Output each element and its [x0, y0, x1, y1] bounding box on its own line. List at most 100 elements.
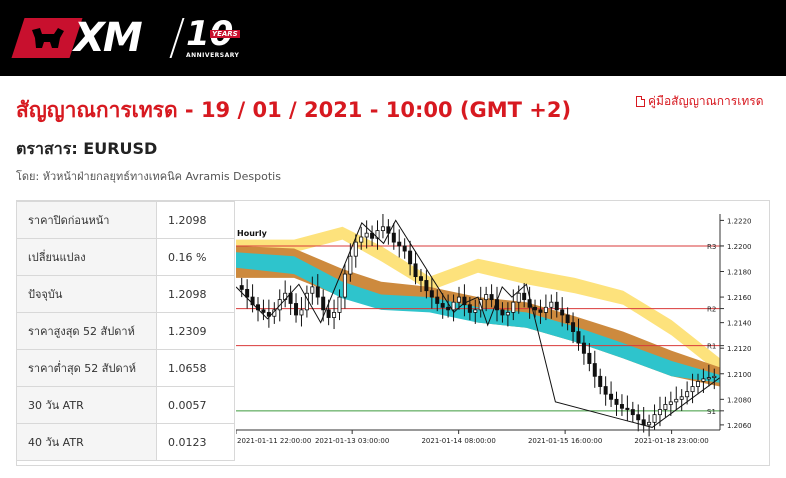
candle-body — [663, 404, 668, 410]
candle-body — [418, 276, 423, 281]
candle-body — [489, 294, 494, 301]
candle-body — [239, 285, 244, 290]
candle-body — [348, 255, 353, 275]
stat-value: 0.0057 — [156, 386, 235, 424]
price-axis: 1.2220 1.2200 1.2180 1.2160 1.2140 1.2120 1.21… — [720, 217, 752, 430]
stat-value: 1.2098 — [156, 275, 235, 313]
anniversary-years: YEARS — [210, 30, 240, 38]
candle-body — [380, 226, 385, 232]
zigzag-line — [236, 219, 721, 428]
candle-body — [712, 375, 717, 378]
anniversary-label: ANNIVERSARY — [186, 52, 240, 59]
bull-icon — [32, 28, 64, 48]
candle-body — [657, 409, 662, 416]
candle-body — [533, 306, 538, 311]
candle-body — [250, 296, 255, 306]
band-outer — [236, 226, 720, 374]
stat-label: 40 วัน ATR — [16, 423, 157, 461]
stat-label: ราคาปิดก่อนหน้า — [16, 201, 157, 239]
candle-body — [619, 404, 624, 409]
indicator-bands — [236, 226, 720, 387]
stats-row: ราคาปิดก่อนหน้า 1.2098 — [16, 201, 235, 239]
site-header: XM 10 YEARS ANNIVERSARY — [0, 0, 786, 76]
price-tick-label: 1.2100 — [727, 371, 752, 379]
candle-body — [500, 309, 505, 316]
time-tick-label: 2021-01-18 23:00:00 — [634, 437, 708, 445]
level-label-s1: S1 — [707, 408, 716, 416]
candle-body — [337, 296, 342, 313]
candle-body — [522, 292, 527, 301]
candle-body — [636, 414, 641, 421]
timeframe-label: Hourly — [237, 229, 268, 238]
price-tick-label: 1.2080 — [727, 396, 752, 404]
candle-body — [581, 342, 586, 354]
candle-body — [592, 363, 597, 377]
candle-body — [397, 241, 402, 247]
stat-label: ราคาต่ำสุด 52 สัปดาห์ — [16, 349, 157, 387]
candle-body — [435, 296, 440, 304]
stats-row: 40 วัน ATR 0.0123 — [16, 423, 235, 461]
candle-body — [549, 301, 554, 308]
candle-body — [690, 386, 695, 393]
candle-body — [625, 407, 630, 410]
price-tick-label: 1.2060 — [727, 422, 752, 430]
stat-label: เปลี่ยนแปลง — [16, 238, 157, 276]
candle-body — [326, 309, 331, 318]
logo-wordmark: XM — [74, 15, 143, 61]
candle-body — [364, 232, 369, 238]
candle-body — [565, 314, 570, 324]
candle-body — [576, 331, 581, 344]
candle-body — [353, 241, 358, 257]
time-tick-label: 2021-01-13 03:00:00 — [315, 437, 389, 445]
stats-row: 30 วัน ATR 0.0057 — [16, 386, 235, 424]
candle-body — [261, 309, 266, 313]
candle-body — [630, 409, 635, 416]
candle-body — [456, 296, 461, 303]
candle-body — [647, 421, 652, 426]
time-tick-label: 2021-01-15 16:00:00 — [528, 437, 602, 445]
support-resistance-levels: R3 R2 R1 S1 — [236, 243, 724, 416]
candle-body — [701, 378, 706, 382]
price-tick-label: 1.2220 — [727, 217, 752, 225]
price-tick-label: 1.2120 — [727, 345, 752, 353]
candle-body — [587, 352, 592, 364]
price-tick-label: 1.2200 — [727, 243, 752, 251]
candle-body — [342, 273, 347, 298]
stat-label: ปัจจุบัน — [16, 275, 157, 313]
price-tick-label: 1.2180 — [727, 269, 752, 277]
candle-body — [641, 419, 646, 426]
candle-body — [695, 381, 700, 387]
stat-value: 1.0658 — [156, 349, 235, 387]
candle-body — [266, 312, 271, 317]
trading-signals-guide-link[interactable]: คู่มือสัญญาณการเทรด — [636, 92, 764, 111]
candle-body — [429, 290, 434, 298]
candle-body — [473, 309, 478, 313]
candle-body — [706, 377, 711, 380]
candle-body — [310, 286, 315, 294]
candle-body — [332, 312, 337, 318]
candle-body — [299, 309, 304, 316]
instrument-heading: ตราสาร: EURUSD — [16, 139, 158, 158]
candle-body — [652, 414, 657, 423]
candle-body — [511, 301, 516, 313]
stat-value: 1.2309 — [156, 312, 235, 350]
candle-body — [408, 250, 413, 265]
author-byline: โดย: หัวหน้าฝ่ายกลยุทธ์ทางเทคนิค Avramis… — [16, 170, 281, 183]
candle-body — [554, 301, 559, 311]
pdf-icon — [636, 96, 645, 107]
level-label-r3: R3 — [707, 243, 716, 251]
candle-body — [462, 296, 467, 306]
candle-body — [440, 303, 445, 308]
time-tick-label: 2021-01-11 22:00:00 — [237, 437, 311, 445]
candle-body — [505, 312, 510, 316]
candle-body — [359, 236, 364, 243]
stat-label: ราคาสูงสุด 52 สัปดาห์ — [16, 312, 157, 350]
candle-body — [315, 286, 320, 298]
candle-body — [386, 226, 391, 234]
stats-row: เปลี่ยนแปลง 0.16 % — [16, 238, 235, 276]
page-title: สัญญาณการเทรด - 19 / 01 / 2021 - 10:00 (… — [16, 98, 572, 122]
candle-body — [674, 398, 679, 403]
stats-table: ราคาปิดก่อนหน้า 1.2098 เปลี่ยนแปลง 0.16 % … — [16, 201, 235, 461]
candle-body — [668, 401, 673, 405]
candle-body — [245, 289, 250, 298]
